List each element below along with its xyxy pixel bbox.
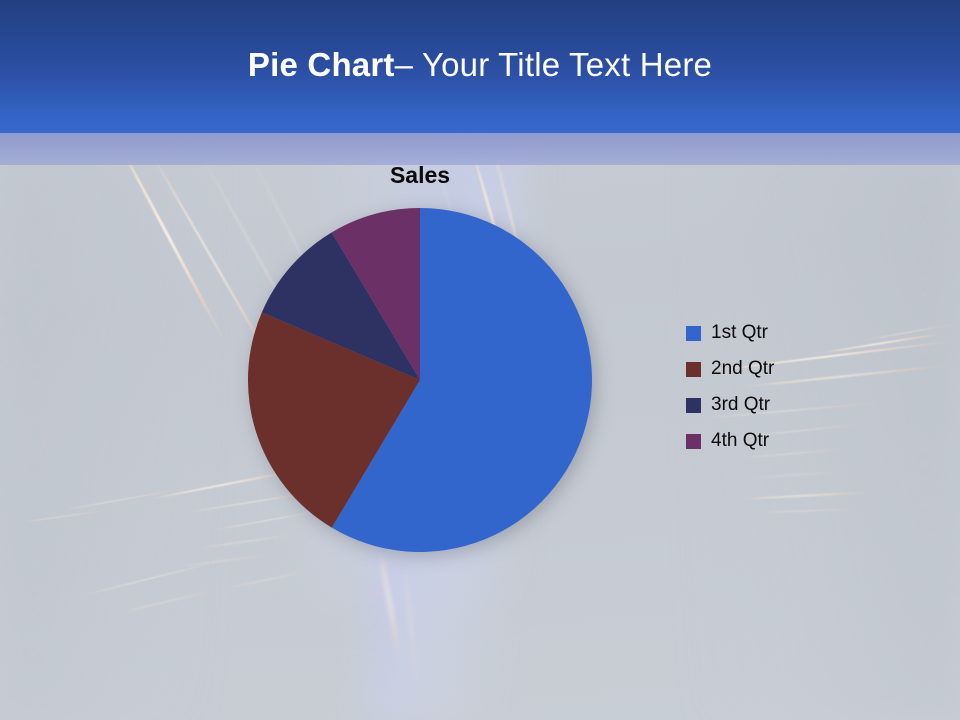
page-title-bold: Pie Chart [247,46,395,83]
pie-slices[interactable] [234,194,606,566]
legend-item[interactable]: 4th Qtr [686,423,866,459]
header-accent-band [0,133,960,165]
chart-legend[interactable]: 1st Qtr 2nd Qtr 3rd Qtr 4th Qtr [686,315,866,459]
header-banner [0,0,960,133]
legend-color-swatch [686,361,701,377]
pie-slice[interactable] [247,312,420,528]
page-title: Pie Chart– Your Title Text Here [0,44,960,86]
pie-slice[interactable] [331,208,593,552]
pie-slice[interactable] [261,232,420,380]
legend-item-label: 2nd Qtr [711,358,775,379]
pie-slice[interactable] [331,208,420,380]
legend-item-label: 4th Qtr [711,430,770,451]
legend-item[interactable]: 3rd Qtr [686,387,866,423]
chart-container[interactable]: Sales 1st Qtr 2nd Qtr 3rd Qtr 4th Qtr [0,140,960,720]
legend-item[interactable]: 2nd Qtr [686,351,866,387]
legend-item-label: 1st Qtr [711,322,769,343]
legend-color-swatch [686,397,701,413]
legend-color-swatch [686,325,701,341]
legend-color-swatch [686,433,701,449]
background-vignette-right [700,150,960,720]
legend-item-label: 3rd Qtr [711,394,771,415]
pie-chart[interactable] [234,194,606,566]
page-title-regular: – Your Title Text Here [394,46,713,83]
legend-item[interactable]: 1st Qtr [686,315,866,351]
chart-title: Sales [389,162,451,188]
